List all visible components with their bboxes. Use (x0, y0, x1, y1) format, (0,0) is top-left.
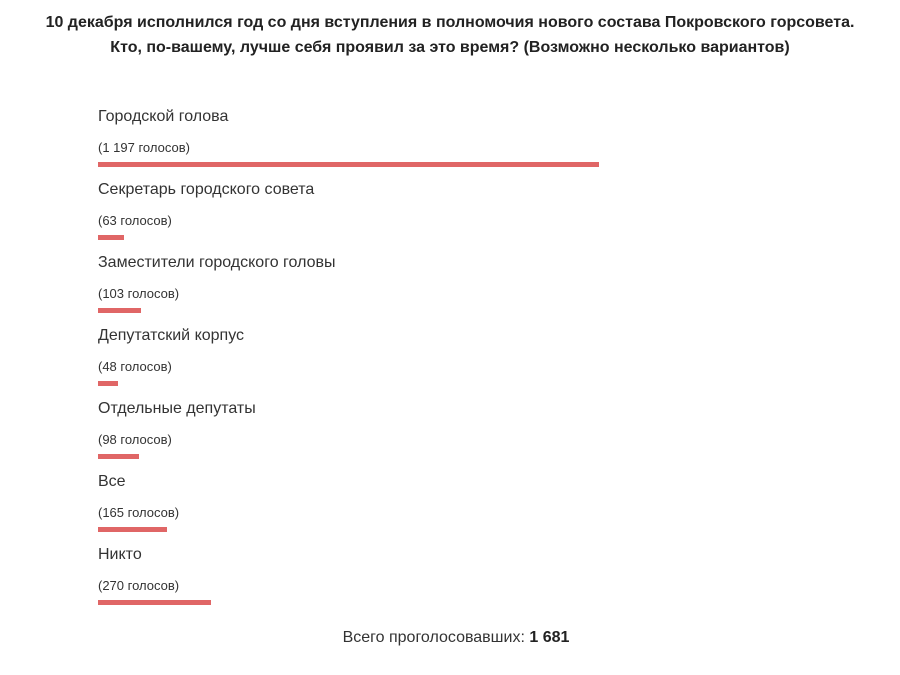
option-label: Городской голова (98, 108, 229, 125)
option-votes: (165 голосов) (98, 505, 180, 520)
poll-option: Все (165 голосов) (98, 471, 798, 544)
option-votes: (48 голосов) (98, 359, 172, 374)
option-label: Секретарь городского совета (98, 181, 315, 198)
vote-bar (98, 235, 124, 240)
option-votes: (103 голосов) (98, 286, 180, 301)
poll-option: Городской голова (1 197 голосов) (98, 106, 798, 179)
vote-bar (98, 308, 141, 313)
option-votes: (1 197 голосов) (98, 140, 190, 155)
poll-options: Городской голова (1 197 голосов) Секрета… (98, 106, 798, 617)
poll-question: 10 декабря исполнился год со дня вступле… (45, 14, 855, 56)
poll-option: Никто (270 голосов) (98, 544, 798, 617)
total-voters: Всего проголосовавших: 1 681 (0, 627, 900, 649)
vote-bar (98, 162, 599, 167)
vote-bar (98, 381, 118, 386)
total-label: Всего проголосовавших: (342, 629, 525, 646)
option-label: Депутатский корпус (98, 327, 245, 344)
vote-bar (98, 527, 167, 532)
poll-option: Отдельные депутаты (98 голосов) (98, 398, 798, 471)
total-value: 1 681 (529, 629, 570, 646)
poll-option: Заместители городского головы (103 голос… (98, 252, 798, 325)
option-label: Отдельные депутаты (98, 400, 256, 417)
poll-option: Секретарь городского совета (63 голосов) (98, 179, 798, 252)
option-label: Никто (98, 546, 142, 563)
poll-option: Депутатский корпус (48 голосов) (98, 325, 798, 398)
vote-bar (98, 454, 139, 459)
option-votes: (98 голосов) (98, 432, 172, 447)
vote-bar (98, 600, 211, 605)
option-label: Все (98, 473, 126, 490)
option-label: Заместители городского головы (98, 254, 336, 271)
option-votes: (63 голосов) (98, 213, 172, 228)
option-votes: (270 голосов) (98, 578, 180, 593)
